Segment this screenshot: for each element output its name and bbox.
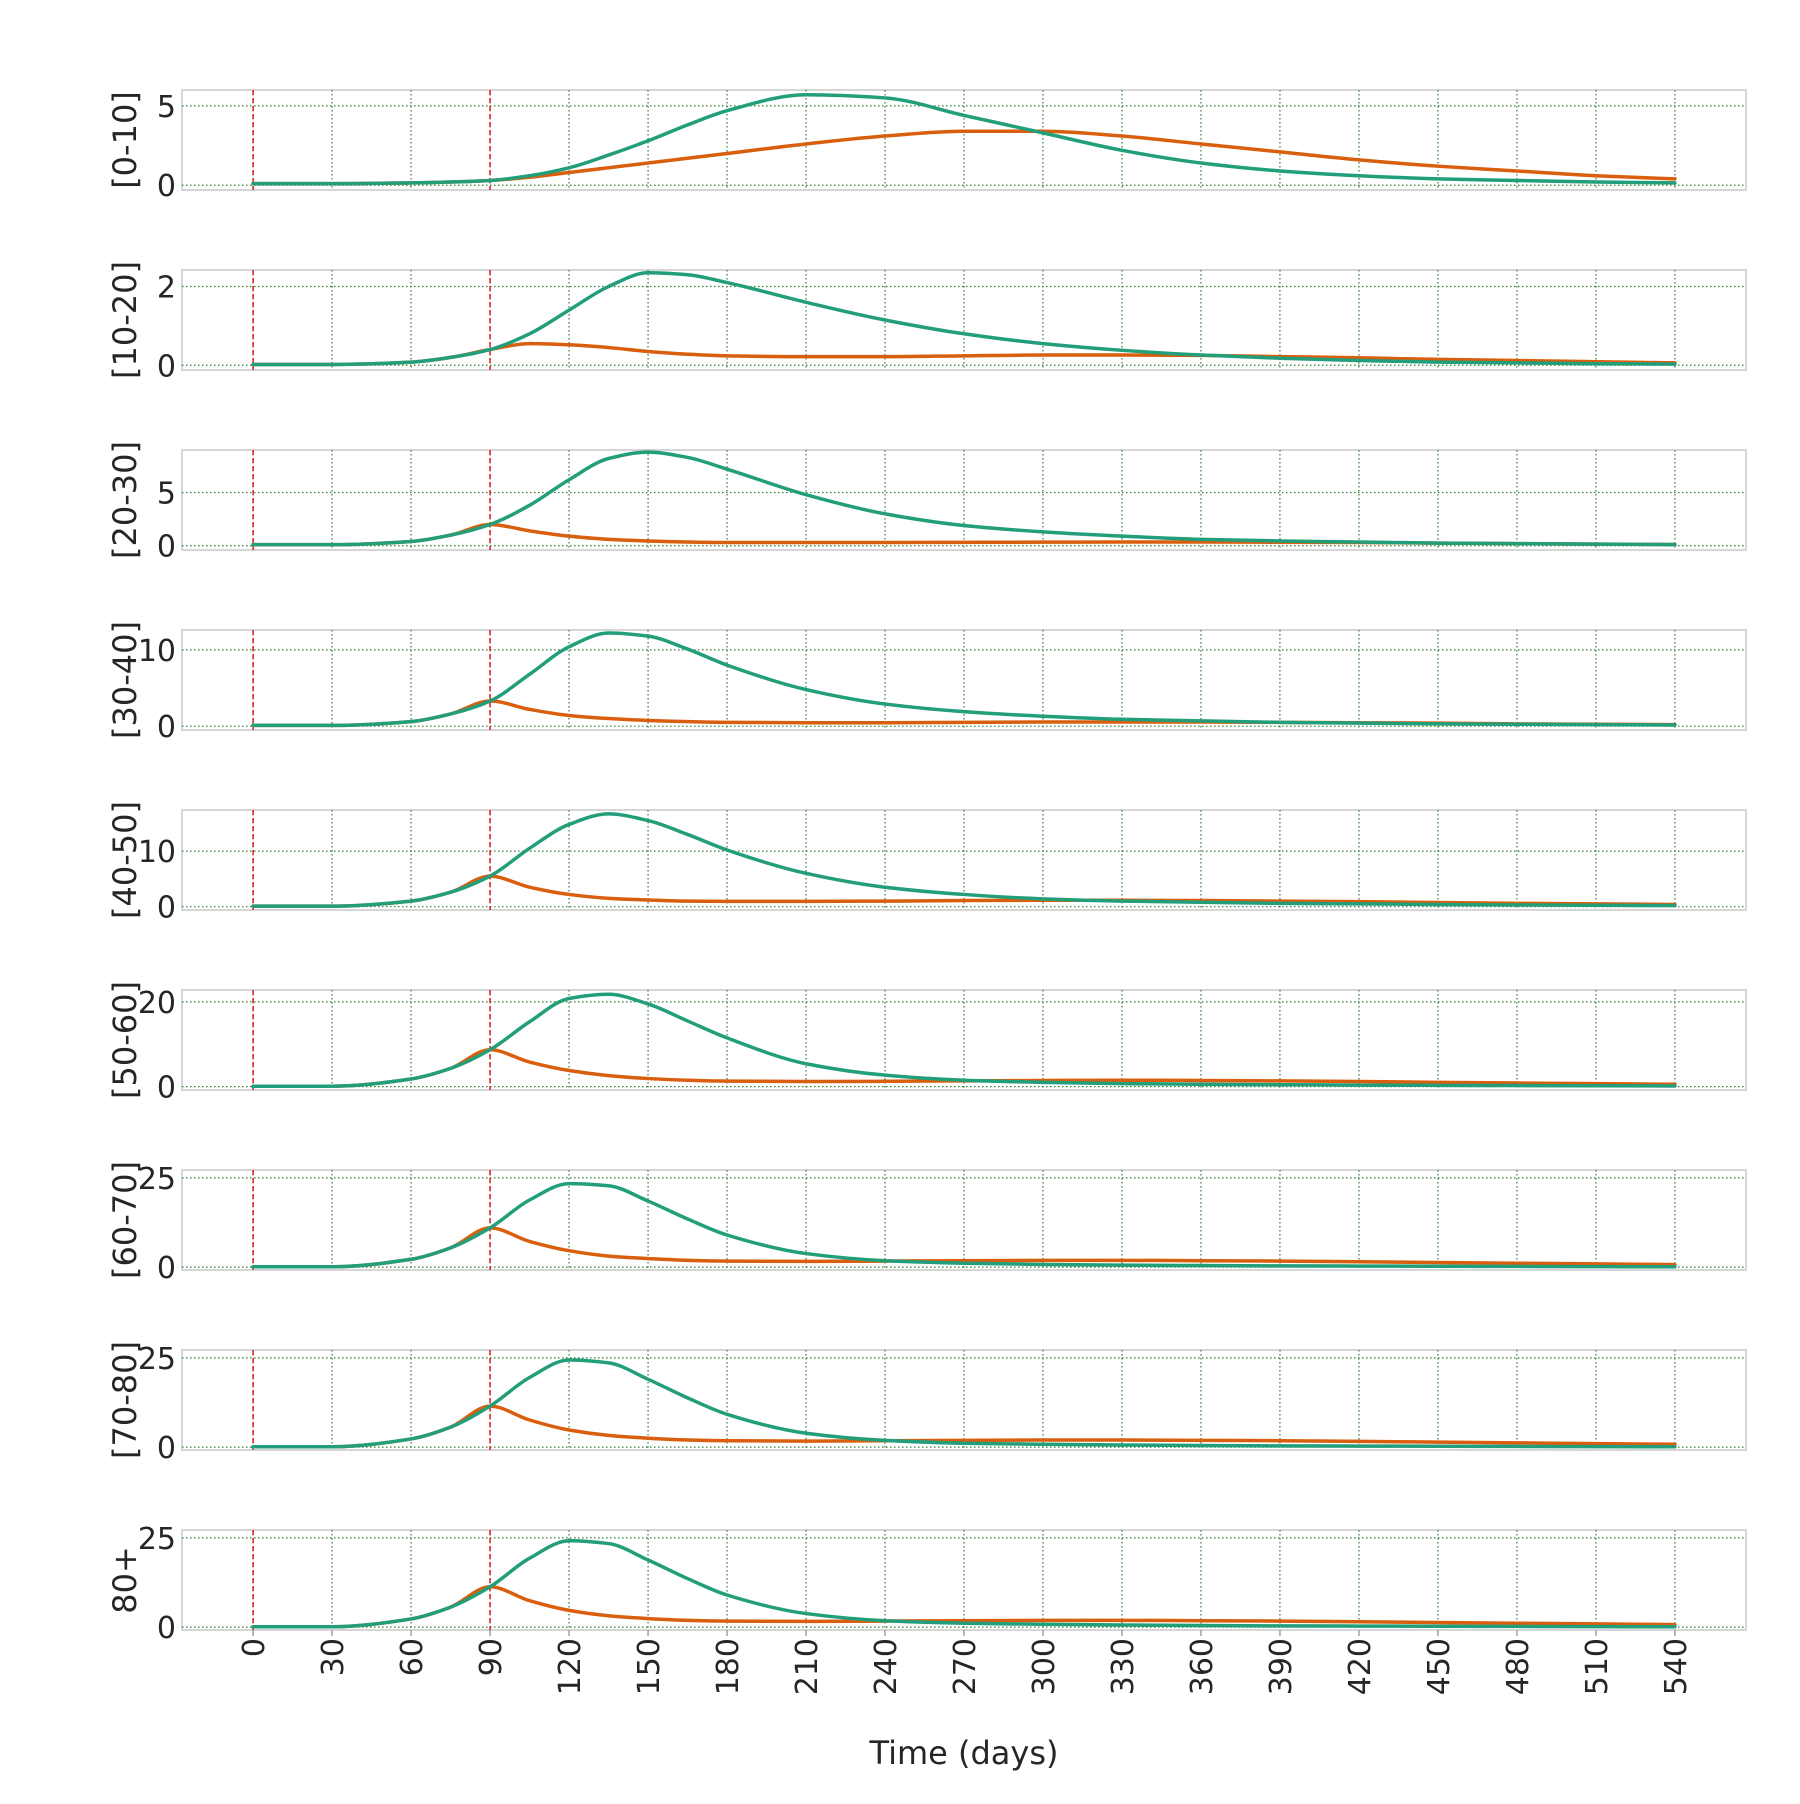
series-orange-line <box>251 1404 1677 1449</box>
x-tick-label: 390 <box>1264 1638 1299 1695</box>
x-tick-label: 330 <box>1106 1638 1141 1695</box>
y-axis-label: [50-60] <box>106 981 144 1099</box>
x-tick-label: 300 <box>1027 1638 1062 1695</box>
y-tick-label: 5 <box>157 90 176 125</box>
panel-2: 0 2 [10-20] <box>106 261 1747 384</box>
series-green-line <box>251 271 1677 367</box>
x-tick-label: 30 <box>316 1638 351 1676</box>
y-tick-label: 0 <box>157 891 176 926</box>
y-axis-label: [40-50] <box>106 801 144 919</box>
panel-4: 0 10[30-40] <box>106 621 1747 745</box>
panels: 05[0-10]02[10-20]05[20-30]010[30-40]010[… <box>106 89 1747 1646</box>
panel-1: 0 5 [0-10] <box>106 89 1747 204</box>
y-axis-label: [20-30] <box>106 441 144 559</box>
series-green-line <box>251 93 1677 186</box>
series-green-line <box>251 992 1677 1088</box>
x-tick-label: 90 <box>474 1638 509 1676</box>
x-tick-label: 150 <box>632 1638 667 1695</box>
x-tick-label: 60 <box>395 1638 430 1676</box>
y-tick-label: 0 <box>157 349 176 384</box>
series-green-line <box>251 1358 1677 1449</box>
series-orange-line <box>251 1226 1677 1269</box>
y-axis-label: [70-80] <box>106 1341 144 1459</box>
y-axis-label: 80+ <box>106 1546 144 1614</box>
y-axis-label: [60-70] <box>106 1161 144 1279</box>
y-axis-label: [10-20] <box>106 261 144 379</box>
panel-6: 0 20[50-60] <box>106 981 1747 1106</box>
y-tick-label: 0 <box>157 1431 176 1466</box>
x-tick-label: 120 <box>553 1638 588 1695</box>
x-tick-label: 210 <box>790 1638 825 1695</box>
y-tick-label: 0 <box>157 169 176 204</box>
y-tick-label: 25 <box>138 1522 176 1557</box>
x-tick-label: 450 <box>1422 1638 1457 1695</box>
x-tick-label: 240 <box>869 1638 904 1695</box>
series-orange-line <box>251 1585 1677 1629</box>
x-tick-label: 420 <box>1343 1638 1378 1695</box>
x-tick-label: 270 <box>948 1638 983 1695</box>
y-tick-label: 2 <box>157 271 176 306</box>
x-tick-label: 180 <box>711 1638 746 1695</box>
y-tick-label: 25 <box>138 1162 176 1197</box>
x-tick-label: 540 <box>1659 1638 1694 1695</box>
y-tick-label: 0 <box>157 1251 176 1286</box>
x-axis-ticks: 0 30 60 90 120 150 180 210 240 270 300 330 360 390 420… <box>237 1630 1694 1695</box>
y-tick-label: 5 <box>157 477 176 512</box>
y-tick-label: 25 <box>138 1342 176 1377</box>
x-tick-label: 0 <box>237 1638 272 1657</box>
series-green-line <box>251 450 1677 547</box>
y-tick-label: 10 <box>138 835 176 870</box>
y-tick-label: 0 <box>157 710 176 745</box>
y-axis-label: [0-10] <box>106 91 144 189</box>
x-tick-label: 510 <box>1580 1638 1615 1695</box>
series-orange-line <box>251 874 1677 908</box>
x-tick-label: 360 <box>1185 1638 1220 1695</box>
series-green-line <box>251 1538 1677 1629</box>
panel-8: 0 25[70-80] <box>106 1341 1747 1466</box>
panel-5: 0 10[40-50] <box>106 801 1747 926</box>
y-axis-label: [30-40] <box>106 621 144 739</box>
panel-3: 0 5 [20-30] <box>106 441 1747 565</box>
series-green-line <box>251 812 1677 908</box>
series-green-line <box>251 1181 1677 1269</box>
x-axis-label: Time (days) <box>869 1734 1059 1772</box>
series-orange-line <box>251 1048 1677 1088</box>
y-tick-label: 10 <box>138 634 176 669</box>
y-tick-label: 0 <box>157 1071 176 1106</box>
panel-7: 0 25[60-70] <box>106 1161 1747 1286</box>
x-tick-label: 480 <box>1501 1638 1536 1695</box>
y-tick-label: 20 <box>138 986 176 1021</box>
y-tick-label: 0 <box>157 530 176 565</box>
series-green-line <box>251 631 1677 728</box>
y-tick-label: 0 <box>157 1611 176 1646</box>
